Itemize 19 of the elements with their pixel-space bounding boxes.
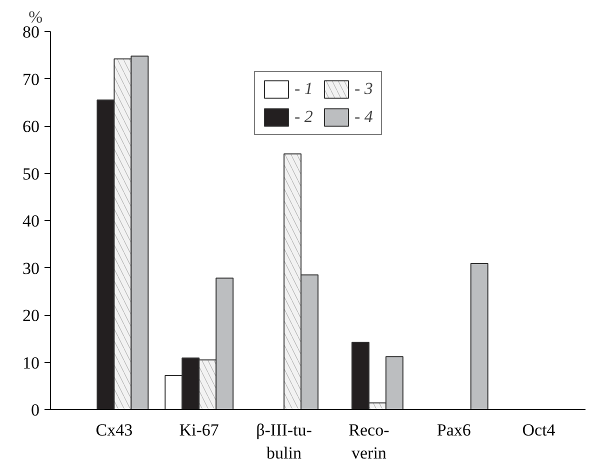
x-tick-label: β-III-tu- bulin [256,420,312,462]
y-tick-label: 50 [22,164,40,184]
bar [470,262,488,410]
legend-label: - 3 [354,79,374,99]
y-tick-label: 30 [22,258,40,278]
x-tick-label: Ki-67 [179,420,220,440]
legend-label: - 1 [294,79,314,99]
y-tick-label: 10 [22,353,40,372]
x-tick-label: Pax6 [436,420,471,440]
legend-label: - 2 [294,107,314,127]
y-tick-label: 70 [22,70,40,89]
legend-label: - 4 [354,107,374,127]
x-tick-label: Cx43 [96,420,133,440]
x-tick-label: Reco- verin [348,420,390,462]
y-tick-label: 60 [22,117,40,136]
y-tick-label: 0 [31,400,40,420]
x-tick-label: Oct4 [522,420,556,440]
y-tick-label: 40 [22,212,40,230]
y-tick-label: 20 [22,306,40,325]
